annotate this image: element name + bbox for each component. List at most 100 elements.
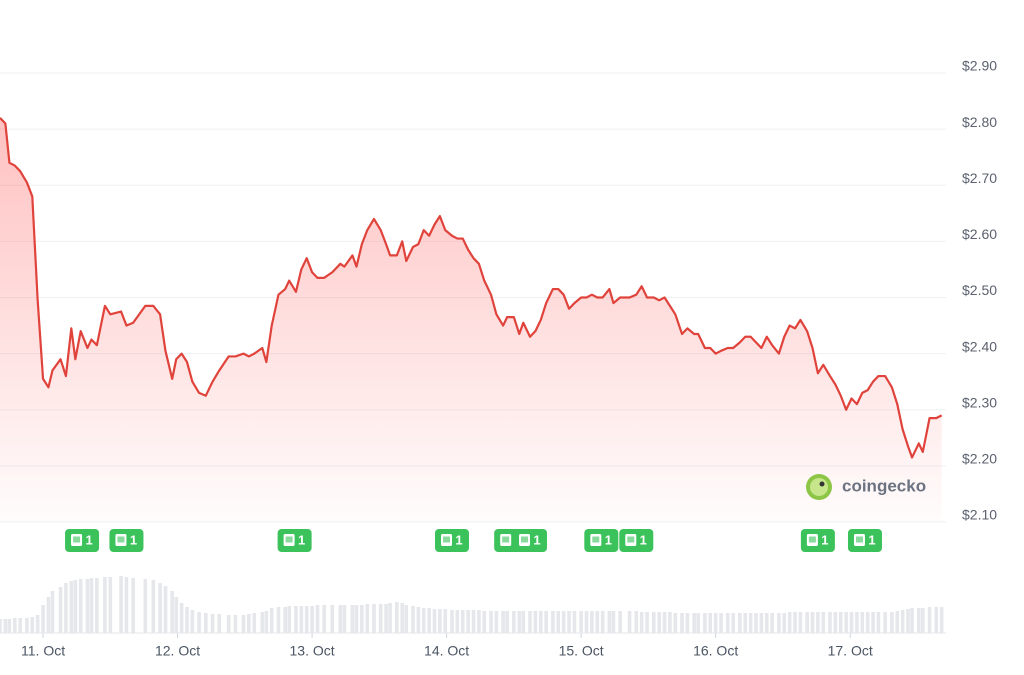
volume-bar [69, 581, 74, 633]
news-marker[interactable]: 1 [277, 529, 312, 552]
volume-bar [438, 609, 442, 633]
volume-bar [350, 605, 355, 633]
volume-bar [494, 611, 499, 633]
volume-bar [865, 612, 870, 633]
volume-bar [404, 605, 409, 633]
volume-bar [421, 608, 426, 633]
volume-bar [30, 617, 35, 633]
volume-bar [432, 609, 437, 633]
volume-bar [131, 578, 135, 633]
volume-bar [927, 607, 932, 633]
volume-bar [787, 612, 792, 633]
volume-bar [241, 615, 246, 633]
volume-bar [533, 611, 538, 633]
volume-bar [556, 611, 561, 633]
volume-bar [725, 613, 730, 633]
volume-bar [777, 613, 781, 633]
volume-bar [330, 605, 335, 633]
volume-bar [849, 612, 854, 633]
news-markers: 1111111111 [65, 529, 882, 552]
volume-bar [395, 602, 399, 633]
volume-bar [342, 605, 347, 633]
volume-bar [226, 615, 231, 633]
y-tick-label: $2.20 [962, 451, 997, 467]
x-tick-label: 16. Oct [693, 643, 738, 659]
volume-bar [477, 610, 481, 633]
price-area [0, 117, 942, 523]
volume-bar [828, 612, 832, 633]
y-tick-label: $2.10 [962, 507, 997, 523]
volume-bar [719, 613, 723, 633]
volume-bar [12, 618, 17, 633]
volume-bar [538, 611, 543, 633]
volume-bar [384, 604, 388, 633]
news-marker[interactable]: 1 [513, 529, 548, 552]
volume-bar [294, 606, 298, 633]
news-icon-lines [627, 536, 635, 543]
volume-bar [360, 605, 364, 633]
volume-bar [471, 610, 476, 633]
volume-bar [283, 607, 287, 633]
volume-bar [906, 609, 910, 633]
volume-bar [939, 607, 944, 633]
volume-bar [551, 611, 555, 633]
volume-bar [455, 610, 460, 633]
volume-bar [78, 579, 83, 633]
volume-bar [427, 608, 431, 633]
volume-bar [696, 613, 700, 633]
news-count: 1 [455, 532, 462, 547]
volume-bar [388, 603, 392, 633]
news-marker[interactable]: 1 [619, 529, 654, 552]
volume-bar [35, 615, 40, 633]
volume-bar [590, 611, 594, 633]
volume-bars [0, 576, 944, 633]
y-tick-label: $2.70 [962, 170, 997, 186]
volume-bar [233, 615, 238, 633]
volume-bar [627, 611, 632, 633]
volume-bar [354, 605, 359, 633]
news-marker[interactable]: 1 [800, 529, 835, 552]
volume-bar [876, 612, 881, 633]
volume-bar [25, 618, 29, 633]
volume-bar [567, 611, 571, 633]
volume-bar [759, 613, 764, 633]
news-marker[interactable]: 1 [584, 529, 619, 552]
volume-bar [673, 613, 678, 633]
volume-bar [489, 611, 493, 633]
y-tick-label: $2.80 [962, 114, 997, 130]
price-line [0, 117, 943, 459]
news-count: 1 [85, 532, 92, 547]
watermark-logo-inner [810, 478, 828, 496]
news-marker[interactable]: 1 [847, 529, 882, 552]
volume-bar [18, 618, 22, 633]
news-count: 1 [640, 532, 647, 547]
news-marker[interactable]: 1 [109, 529, 144, 552]
volume-bar [46, 597, 51, 633]
volume-bar [210, 614, 215, 633]
volume-bar [124, 577, 129, 633]
volume-bar [521, 611, 526, 633]
volume-bar [466, 610, 470, 633]
watermark-text: coingecko [842, 476, 926, 495]
volume-bar [517, 611, 522, 633]
volume-bar [916, 608, 921, 633]
watermark: coingecko [806, 474, 926, 500]
volume-bar [252, 613, 257, 633]
volume-bar [810, 612, 815, 633]
volume-bar [322, 605, 326, 633]
volume-bar [247, 614, 251, 633]
news-icon-lines [442, 536, 450, 543]
volume-bar [662, 612, 667, 633]
volume-bar [844, 612, 848, 633]
news-marker[interactable]: 1 [65, 529, 100, 552]
volume-bar [158, 583, 162, 633]
news-marker[interactable]: 1 [434, 529, 469, 552]
volume-bar [190, 610, 195, 633]
volume-bar [618, 611, 622, 633]
y-tick-label: $2.40 [962, 338, 997, 354]
volume-bar [304, 606, 309, 633]
volume-bar [793, 612, 797, 633]
volume-bar [890, 612, 894, 633]
volume-bar [310, 606, 314, 633]
